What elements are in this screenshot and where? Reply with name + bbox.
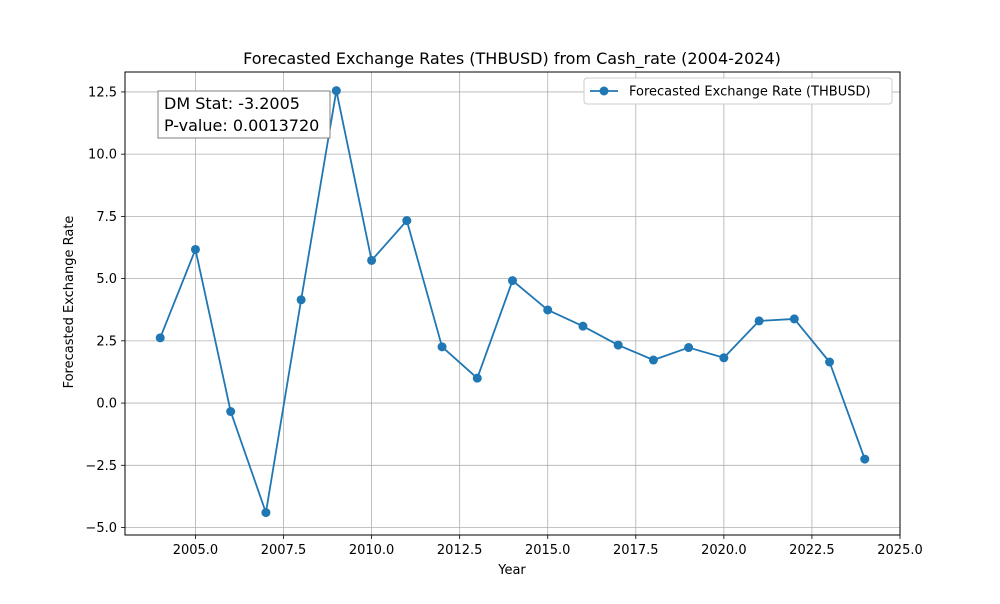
data-point	[825, 357, 835, 367]
stats-annotation-box: DM Stat: -3.2005 P-value: 0.0013720	[157, 90, 331, 139]
x-tick-label: 2022.5	[789, 543, 835, 558]
x-tick-label: 2017.5	[613, 543, 659, 558]
legend-label: Forecasted Exchange Rate (THBUSD)	[629, 85, 871, 100]
data-point	[684, 343, 694, 353]
data-point	[789, 314, 799, 324]
x-tick-label: 2010.0	[349, 543, 395, 558]
axis-ticks: 2005.0 2007.5 2010.0 2012.5 2015.0 2017.5 2020…	[85, 85, 922, 558]
data-point	[367, 255, 377, 265]
y-tick-label: 5.0	[96, 272, 117, 287]
data-point	[261, 508, 271, 518]
x-tick-label: 2025.0	[877, 543, 923, 558]
data-point	[508, 276, 517, 286]
chart-title: Forecasted Exchange Rates (THBUSD) from …	[243, 49, 781, 69]
x-tick-label: 2012.5	[437, 543, 483, 558]
x-tick-label: 2020.0	[701, 543, 747, 558]
data-point	[578, 321, 588, 331]
data-point	[226, 407, 236, 417]
y-tick-label: 10.0	[88, 148, 117, 163]
y-tick-label: −2.5	[85, 459, 117, 474]
p-value-text: P-value: 0.0013720	[164, 116, 319, 135]
data-point	[754, 316, 764, 326]
y-axis-label: Forecasted Exchange Rate	[62, 216, 77, 389]
y-tick-label: 2.5	[96, 334, 117, 349]
data-point	[331, 86, 341, 96]
data-point	[296, 295, 306, 305]
x-tick-label: 2015.0	[525, 543, 571, 558]
y-tick-label: −5.0	[85, 521, 117, 536]
dm-stat-text: DM Stat: -3.2005	[164, 94, 300, 113]
legend-frame	[583, 77, 893, 105]
x-axis-label: Year	[497, 563, 526, 578]
x-tick-label: 2005.0	[173, 543, 219, 558]
y-tick-label: 0.0	[96, 397, 117, 412]
data-point	[190, 244, 200, 254]
legend-marker-swatch	[599, 86, 609, 96]
series-layer	[155, 86, 870, 518]
chart-legend: Forecasted Exchange Rate (THBUSD)	[583, 77, 893, 105]
data-point	[860, 454, 870, 464]
x-tick-label: 2007.5	[261, 543, 307, 558]
data-point	[543, 305, 553, 315]
data-point	[648, 355, 658, 365]
data-point	[613, 340, 623, 350]
data-point	[719, 353, 729, 363]
plot-frame	[124, 71, 901, 536]
data-point	[402, 216, 412, 226]
y-tick-label: 12.5	[88, 85, 117, 100]
annotation-box-frame	[157, 90, 331, 139]
data-point	[437, 342, 447, 352]
y-tick-label: 7.5	[96, 210, 117, 225]
data-point	[472, 373, 482, 383]
data-point	[155, 333, 165, 343]
